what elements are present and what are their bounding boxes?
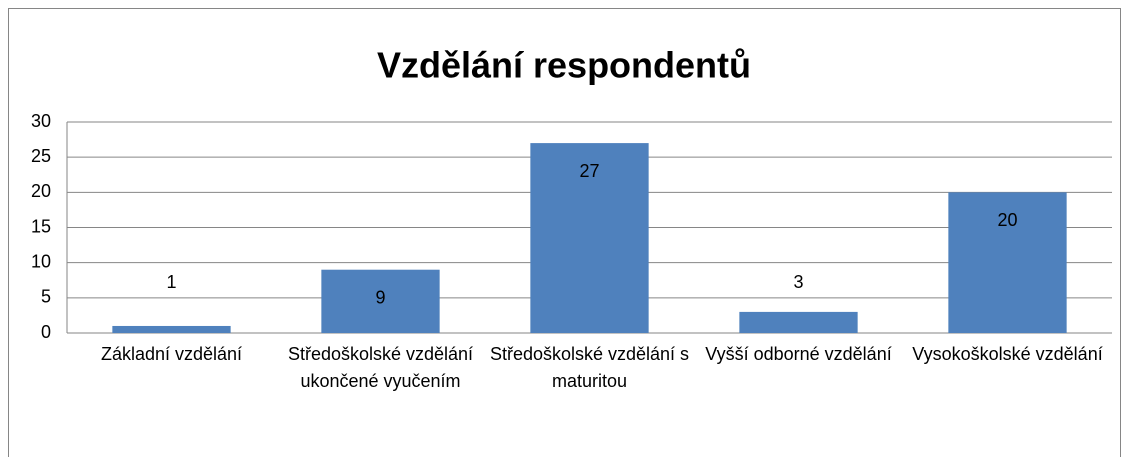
chart-title: Vzdělání respondentů bbox=[377, 45, 751, 86]
y-tick-label: 20 bbox=[31, 181, 51, 201]
x-tick-label: Vyšší odborné vzdělání bbox=[705, 344, 892, 364]
data-label: 9 bbox=[375, 287, 385, 307]
bar bbox=[112, 325, 231, 333]
bar bbox=[530, 143, 649, 333]
y-tick-label: 30 bbox=[31, 111, 51, 131]
data-label: 20 bbox=[997, 210, 1017, 230]
y-tick-label: 15 bbox=[31, 216, 51, 236]
bar bbox=[948, 192, 1067, 333]
chart-border bbox=[8, 8, 1121, 457]
data-label: 1 bbox=[166, 272, 176, 292]
y-tick-label: 25 bbox=[31, 146, 51, 166]
x-tick-label: Středoškolské vzdělání ukončené vyučením bbox=[287, 344, 474, 391]
data-label: 27 bbox=[579, 161, 599, 181]
y-tick-label: 0 bbox=[41, 322, 51, 342]
x-tick-label: Středoškolské vzdělání s maturitou bbox=[489, 344, 690, 391]
bar bbox=[739, 311, 858, 333]
bar bbox=[321, 269, 440, 333]
x-tick-label: Vysokoškolské vzdělání bbox=[912, 344, 1103, 364]
data-label: 3 bbox=[793, 272, 803, 292]
y-tick-label: 5 bbox=[41, 287, 51, 307]
x-tick-label: Základní vzdělání bbox=[100, 344, 243, 364]
y-tick-label: 10 bbox=[31, 251, 51, 271]
